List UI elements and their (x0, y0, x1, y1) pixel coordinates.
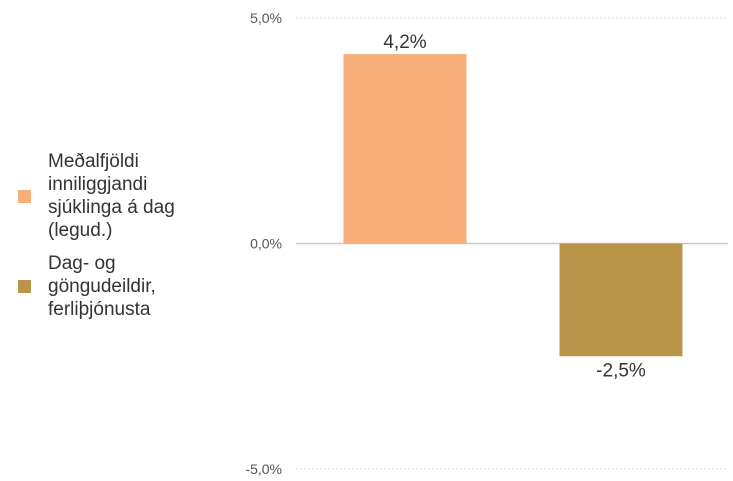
bars (343, 54, 683, 357)
data-label: 4,2% (383, 32, 426, 53)
legend-label: Meðalfjöldi inniliggjandi sjúklinga á da… (48, 151, 175, 241)
labels: -5,0% 0,0% 5,0% 4,2% -2,5% (245, 10, 645, 477)
legend-item-outpatient: Dag- og göngudeildir, ferliþjónusta (18, 252, 218, 321)
legend-swatch (18, 189, 31, 203)
legend-swatch (18, 280, 31, 293)
data-label: -2,5% (596, 360, 646, 381)
y-tick-label: -5,0% (245, 461, 282, 477)
legend: Meðalfjöldi inniliggjandi sjúklinga á da… (18, 150, 218, 331)
bar (343, 54, 467, 244)
bar (559, 243, 683, 357)
legend-label: Dag- og göngudeildir, ferliþjónusta (48, 253, 156, 320)
y-tick-label: 0,0% (250, 236, 282, 252)
legend-item-inpatients: Meðalfjöldi inniliggjandi sjúklinga á da… (18, 150, 218, 242)
y-tick-label: 5,0% (250, 10, 282, 26)
